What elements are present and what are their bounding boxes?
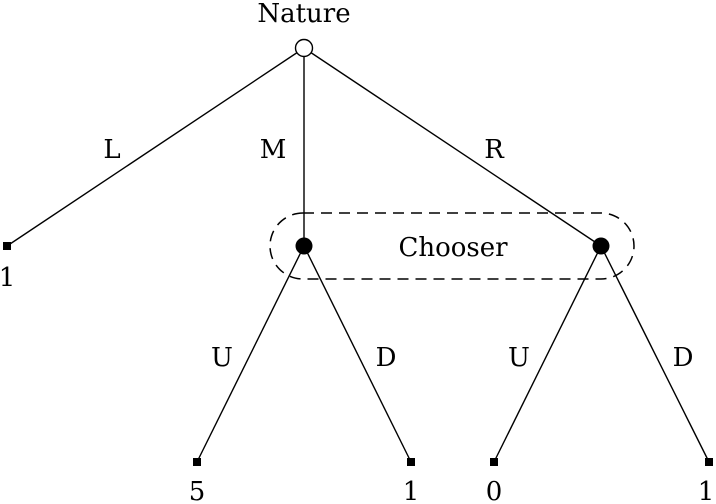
terminal-node-R-D	[705, 458, 713, 466]
edge-label-R: R	[484, 135, 505, 165]
chooser-label: Chooser	[398, 233, 508, 263]
payoff-M-U: 5	[189, 477, 206, 504]
terminal-node-M-D	[407, 458, 415, 466]
edge-label-left-U: U	[211, 343, 233, 373]
edge-chooser-right-U	[493, 245, 602, 463]
terminal-node-R-U	[490, 458, 498, 466]
nature-node	[294, 38, 314, 58]
edge-label-M: M	[260, 135, 287, 165]
edge-label-right-D: D	[673, 343, 694, 373]
edge-chooser-left-D	[303, 245, 412, 463]
edge-nature-L	[6, 47, 305, 247]
chooser-node-left	[295, 237, 313, 255]
edge-nature-R	[303, 47, 602, 247]
edge-chooser-right-D	[600, 245, 710, 463]
nature-label: Nature	[257, 0, 350, 29]
terminal-node-L	[3, 242, 11, 250]
terminal-node-M-U	[193, 458, 201, 466]
information-set-oval	[269, 212, 635, 280]
edge-label-left-D: D	[376, 343, 397, 373]
payoff-L: 1	[0, 263, 15, 293]
edge-label-L: L	[103, 135, 120, 165]
edge-label-right-U: U	[508, 343, 530, 373]
payoff-R-U: 0	[486, 477, 503, 504]
chooser-node-right	[592, 237, 610, 255]
payoff-R-D: 1	[698, 477, 715, 504]
payoff-M-D: 1	[403, 477, 420, 504]
edge-chooser-left-U	[196, 245, 305, 463]
